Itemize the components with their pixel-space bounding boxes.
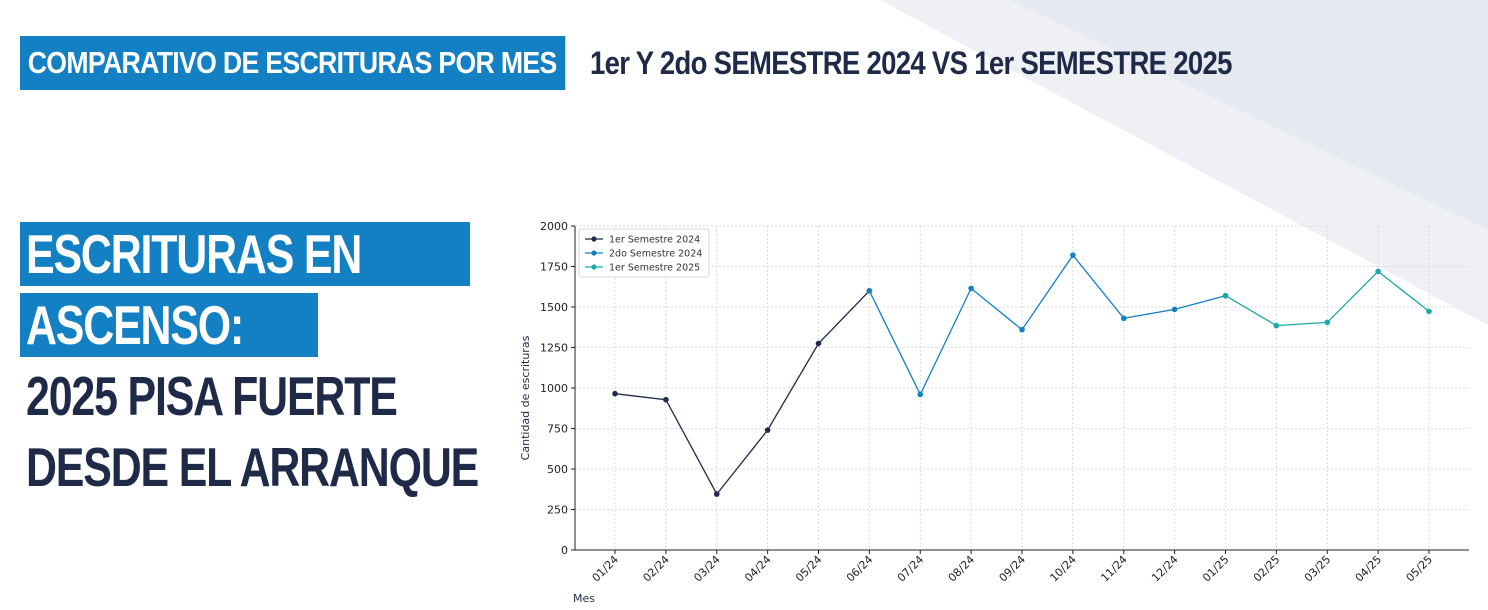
series-line-1 (614, 290, 870, 496)
x-tick-label-14: 03/25 (1302, 553, 1334, 585)
line-chart: 0 250 500 750 1000 1250 1500 1750 2000 01/24 02/24… (519, 220, 1469, 605)
legend-marker-1 (591, 236, 597, 242)
x-tick-label-3: 04/24 (742, 553, 774, 585)
headline-line-2: ASCENSO: (20, 293, 319, 357)
y-tick-label-3: 750 (547, 423, 568, 436)
x-tick-label-2: 03/24 (691, 553, 723, 585)
series-3-point-05-25 (1426, 308, 1432, 315)
y-tick-label-2: 500 (547, 463, 568, 476)
x-tick-label-7: 08/24 (946, 553, 978, 585)
series-2-point-08-24 (968, 285, 974, 292)
headline: ESCRITURAS EN ASCENSO: 2025 PISA FUERTE … (20, 222, 606, 506)
series-line-2 (868, 254, 1226, 396)
series-2-point-09-24 (1019, 326, 1025, 333)
x-tick-label-12: 01/25 (1200, 553, 1232, 585)
x-tick-label-10: 11/24 (1098, 553, 1130, 585)
y-axis-title: Cantidad de escrituras (519, 335, 532, 460)
x-tick-label-1: 02/24 (640, 553, 672, 585)
series-3-point-01-25 (1222, 292, 1229, 299)
x-tick-label-11: 12/24 (1149, 553, 1181, 585)
headline-line-2-wrap: ASCENSO: (20, 293, 606, 357)
legend-marker-3 (591, 264, 597, 270)
legend-marker-2 (591, 250, 597, 256)
legend-label-3: 1er Semestre 2025 (609, 263, 700, 274)
headline-line-3: 2025 PISA FUERTE (20, 364, 606, 428)
x-tick-label-15: 04/25 (1353, 553, 1385, 585)
x-tick-label-6: 07/24 (895, 553, 927, 585)
headline-line-3-text: 2025 PISA FUERTE (26, 365, 398, 427)
series-1-point-03-24 (713, 491, 720, 497)
x-tick-label-0: 01/24 (590, 553, 622, 585)
header-subtitle: 1er Y 2do SEMESTRE 2024 VS 1er SEMESTRE … (589, 44, 1232, 81)
series-2-point-07-24 (917, 391, 924, 398)
series-3-point-02-25 (1273, 322, 1280, 329)
headline-line-1-text: ESCRITURAS EN (26, 223, 362, 285)
series-2-point-11-24 (1120, 315, 1127, 322)
y-tick-label-4: 1000 (540, 382, 568, 395)
x-tick-label-13: 02/25 (1251, 553, 1283, 585)
series-3-point-03-25 (1324, 319, 1331, 326)
x-tick-label-5: 06/24 (844, 553, 876, 585)
series-1-point-04-24 (764, 427, 771, 433)
legend-box (578, 228, 710, 278)
x-axis-title: Mes (573, 592, 595, 605)
y-tick-label-7: 1750 (540, 261, 568, 274)
x-tick-label-9: 10/24 (1047, 553, 1079, 585)
y-tick-label-5: 1250 (540, 342, 568, 355)
series-1-point-02-24 (663, 396, 669, 403)
headline-line-1-wrap: ESCRITURAS EN (20, 222, 606, 286)
series-1-point-01-24 (612, 390, 618, 397)
series-2-point-06-24 (866, 288, 873, 294)
legend-label-1: 1er Semestre 2024 (609, 235, 700, 246)
y-tick-label-0: 0 (561, 544, 568, 557)
x-tick-label-16: 05/25 (1404, 553, 1436, 585)
x-tick-label-8: 09/24 (997, 553, 1029, 585)
y-tick-label-1: 250 (547, 504, 568, 517)
headline-line-2-text: ASCENSO: (26, 294, 244, 356)
headline-line-4-text: DESDE EL ARRANQUE (26, 436, 479, 498)
y-tick-label-8: 2000 (540, 220, 568, 233)
series-2-point-12-24 (1171, 306, 1178, 313)
series-1-point-05-24 (815, 340, 822, 347)
headline-line-1: ESCRITURAS EN (20, 222, 470, 286)
y-tick-label-6: 1500 (540, 301, 568, 314)
series-2-point-10-24 (1070, 252, 1076, 258)
header-highlight-title: COMPARATIVO DE ESCRITURAS POR MES (20, 36, 566, 90)
legend-label-2: 2do Semestre 2024 (609, 249, 702, 260)
header: COMPARATIVO DE ESCRITURAS POR MES 1er Y … (20, 36, 1336, 90)
x-tick-label-4: 05/24 (793, 553, 825, 585)
headline-line-4: DESDE EL ARRANQUE (20, 435, 606, 499)
series-3-point-04-25 (1375, 268, 1381, 275)
